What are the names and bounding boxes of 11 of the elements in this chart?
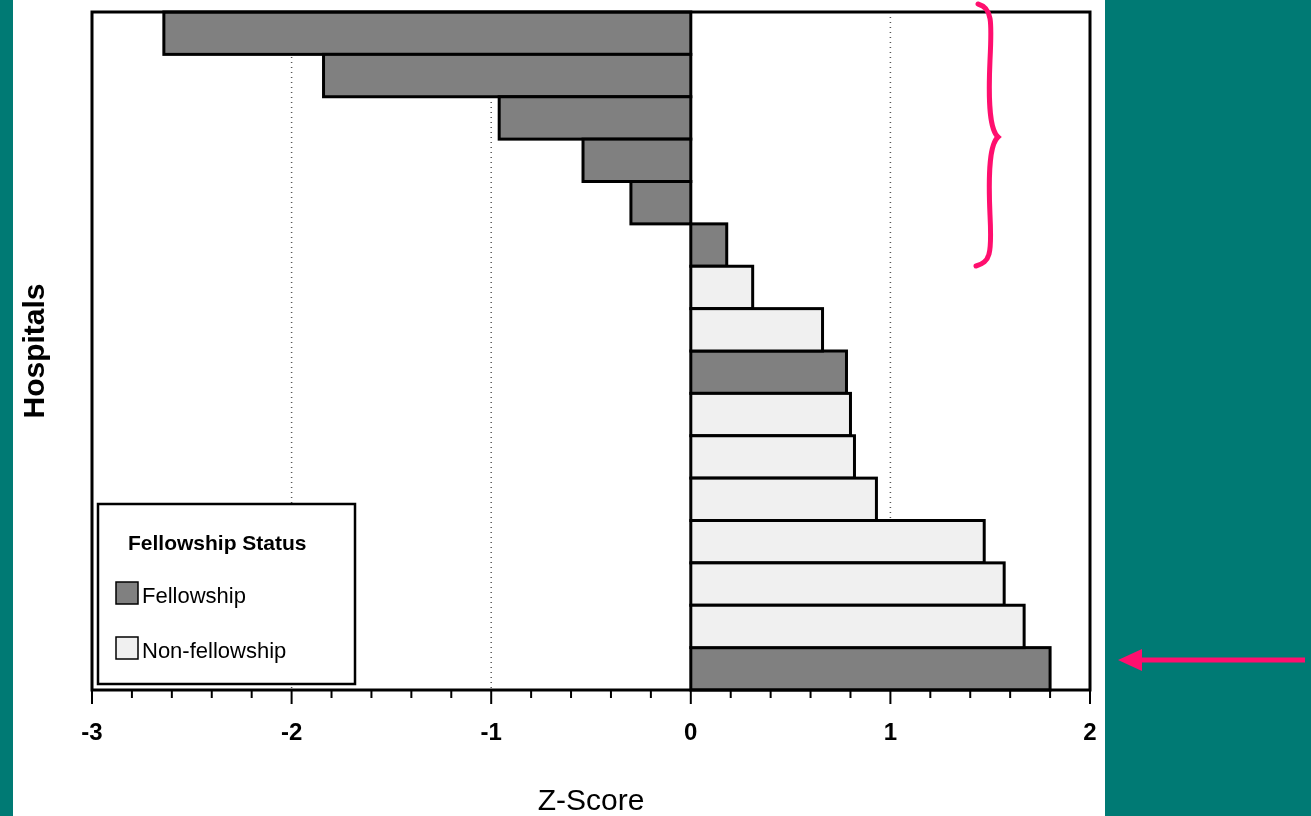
x-tick-label: 1 <box>883 718 898 745</box>
x-tick-label: 2 <box>1083 718 1097 745</box>
legend-label: Fellowship <box>142 583 246 608</box>
y-axis-title: Hospitals <box>17 283 50 419</box>
x-tick-label: -1 <box>480 718 502 745</box>
x-tick-label: -3 <box>81 718 103 745</box>
x-tick-label: 0 <box>684 718 698 745</box>
legend-label: Non-fellowship <box>142 638 287 663</box>
x-tick-label: -2 <box>280 718 303 745</box>
x-axis-title: Z-Score <box>537 783 645 816</box>
legend-title: Fellowship Status <box>128 531 307 554</box>
